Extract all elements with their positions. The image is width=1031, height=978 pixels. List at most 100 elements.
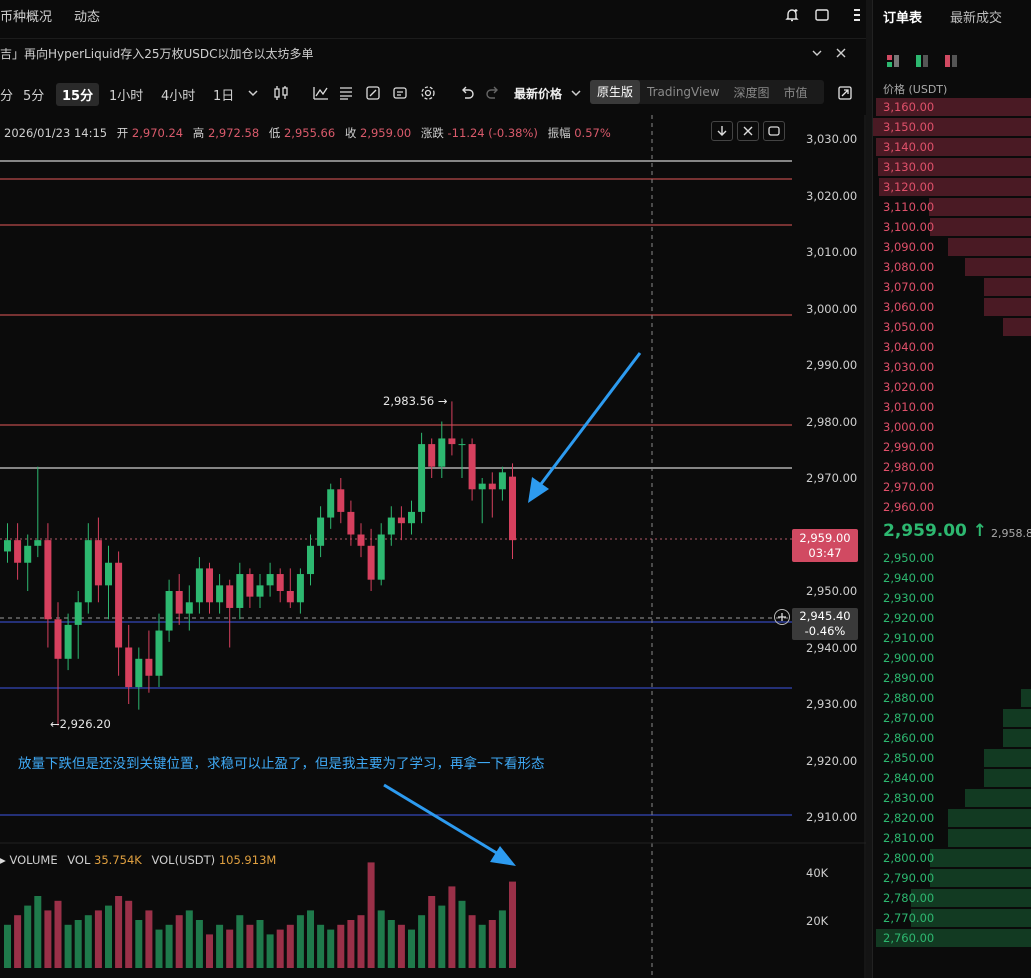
orderbook-bid-row[interactable]: 2,760.00 (873, 928, 1031, 948)
orderbook-ask-row[interactable]: 2,980.00 (873, 457, 1031, 477)
ask-depth-bar (877, 158, 1031, 176)
orderbook-bid-row[interactable]: 2,900.00 (873, 648, 1031, 668)
price-type-select[interactable]: 最新价格 (514, 87, 563, 101)
orderbook-ask-row[interactable]: 3,020.00 (873, 377, 1031, 397)
orderbook-view-bids-icon[interactable] (916, 52, 928, 67)
indicator-icon[interactable] (312, 85, 330, 105)
tab-orderbook[interactable]: 订单表 (883, 11, 923, 26)
orderbook-bid-row[interactable]: 2,850.00 (873, 748, 1031, 768)
candle (64, 613, 72, 671)
orderbook-bid-row[interactable]: 2,820.00 (873, 808, 1031, 828)
orderbook-ask-row[interactable]: 2,990.00 (873, 437, 1031, 457)
view-market-cap[interactable]: 市值 (783, 85, 808, 100)
orderbook-bid-row[interactable]: 2,840.00 (873, 768, 1031, 788)
ask-price: 3,080.00 (883, 260, 935, 274)
volume-bar (236, 915, 244, 968)
window-icon[interactable] (813, 6, 831, 24)
volume-bar (125, 900, 133, 968)
timeframe-1d[interactable]: 1日 (213, 89, 235, 104)
orderbook-bid-row[interactable]: 2,770.00 (873, 908, 1031, 928)
view-tradingview[interactable]: TradingView (647, 85, 720, 99)
chart-scroll-down-button[interactable] (711, 121, 733, 141)
orderbook-bid-row[interactable]: 2,950.00 (873, 548, 1031, 568)
orderbook-ask-row[interactable]: 3,160.00 (873, 97, 1031, 117)
candle (216, 574, 224, 614)
orderbook-ask-row[interactable]: 2,970.00 (873, 477, 1031, 497)
orderbook-bid-row[interactable]: 2,890.00 (873, 668, 1031, 688)
timeframe-5m[interactable]: 5分 (23, 89, 45, 104)
candle (246, 568, 254, 608)
orderbook-bid-row[interactable]: 2,930.00 (873, 588, 1031, 608)
orderbook-ask-row[interactable]: 3,060.00 (873, 297, 1031, 317)
chart-restore-button[interactable] (763, 121, 785, 141)
price-type-chevron-icon[interactable] (570, 87, 582, 103)
timeframe-chevron-icon[interactable] (247, 87, 259, 103)
orderbook-bid-row[interactable]: 2,870.00 (873, 708, 1031, 728)
panel-divider[interactable] (866, 0, 872, 978)
candlestick-chart[interactable] (0, 115, 866, 978)
orderbook-bid-row[interactable]: 2,880.00 (873, 688, 1031, 708)
view-depth[interactable]: 深度图 (733, 85, 770, 100)
tab-coin-overview[interactable]: 币种概况 (0, 9, 53, 25)
settings-gear-icon[interactable] (420, 85, 436, 105)
volume-bar (347, 920, 355, 968)
orderbook-ask-row[interactable]: 3,100.00 (873, 217, 1031, 237)
list-icon[interactable] (338, 85, 354, 105)
alert-plus-icon[interactable] (783, 6, 801, 24)
orderbook-ask-row[interactable]: 3,010.00 (873, 397, 1031, 417)
volume-bar (266, 934, 274, 968)
orderbook-bid-row[interactable]: 2,790.00 (873, 868, 1031, 888)
volume-bar (175, 915, 183, 968)
volume-bar (195, 920, 203, 968)
orderbook-ask-row[interactable]: 3,150.00 (873, 117, 1031, 137)
redo-icon[interactable] (485, 85, 501, 105)
orderbook-ask-row[interactable]: 3,070.00 (873, 277, 1031, 297)
orderbook-ask-row[interactable]: 3,140.00 (873, 137, 1031, 157)
orderbook-ask-row[interactable]: 3,090.00 (873, 237, 1031, 257)
draw-tool-icon[interactable] (365, 85, 381, 105)
orderbook-ask-row[interactable]: 3,120.00 (873, 177, 1031, 197)
chevron-down-icon[interactable] (808, 44, 826, 62)
orderbook-ask-row[interactable]: 3,040.00 (873, 337, 1031, 357)
volume-collapse-icon[interactable]: ▸ (0, 853, 6, 867)
orderbook-bid-row[interactable]: 2,800.00 (873, 848, 1031, 868)
tab-recent-trades[interactable]: 最新成交 (950, 11, 1003, 26)
timeframe-1h[interactable]: 1小时 (109, 89, 144, 104)
orderbook-ask-row[interactable]: 2,960.00 (873, 497, 1031, 517)
more-icon[interactable] (848, 6, 866, 24)
orderbook-bid-row[interactable]: 2,830.00 (873, 788, 1031, 808)
orderbook-ask-row[interactable]: 3,030.00 (873, 357, 1031, 377)
orderbook-view-both-icon[interactable] (887, 52, 899, 67)
ask-depth-bar (876, 138, 1031, 156)
undo-icon[interactable] (459, 85, 475, 105)
orderbook-bid-row[interactable]: 2,860.00 (873, 728, 1031, 748)
orderbook-bid-row[interactable]: 2,810.00 (873, 828, 1031, 848)
bid-depth-bar (1003, 729, 1031, 747)
close-icon[interactable] (832, 44, 850, 62)
template-icon[interactable] (392, 85, 408, 105)
orderbook-ask-row[interactable]: 3,050.00 (873, 317, 1031, 337)
candle (387, 506, 395, 546)
candle-type-icon[interactable] (272, 85, 290, 105)
orderbook-ask-row[interactable]: 3,110.00 (873, 197, 1031, 217)
crosshair-add-icon[interactable] (774, 609, 790, 625)
ask-depth-bar (984, 278, 1031, 296)
tab-news[interactable]: 动态 (74, 9, 101, 25)
vol-label: VOL (67, 853, 91, 867)
orderbook-bid-row[interactable]: 2,780.00 (873, 888, 1031, 908)
timeframe-4h[interactable]: 4小时 (161, 89, 196, 104)
orderbook-ask-row[interactable]: 3,130.00 (873, 157, 1031, 177)
chart-close-button[interactable] (737, 121, 759, 141)
orderbook-bid-row[interactable]: 2,920.00 (873, 608, 1031, 628)
orderbook-ask-row[interactable]: 3,000.00 (873, 417, 1031, 437)
fullscreen-icon[interactable] (836, 84, 854, 102)
timeframe-15m[interactable]: 15分 (56, 83, 100, 106)
view-native[interactable]: 原生版 (590, 80, 641, 104)
orderbook-view-asks-icon[interactable] (945, 52, 957, 67)
orderbook-bid-row[interactable]: 2,940.00 (873, 568, 1031, 588)
news-text[interactable]: 吉」再向HyperLiquid存入25万枚USDC以加仓以太坊多单 (0, 47, 314, 61)
orderbook-ask-row[interactable]: 3,080.00 (873, 257, 1031, 277)
orderbook-bid-row[interactable]: 2,910.00 (873, 628, 1031, 648)
news-ticker[interactable]: 吉」再向HyperLiquid存入25万枚USDC以加仓以太坊多单 (0, 38, 866, 68)
timeframe-1m[interactable]: 分 (0, 89, 14, 104)
